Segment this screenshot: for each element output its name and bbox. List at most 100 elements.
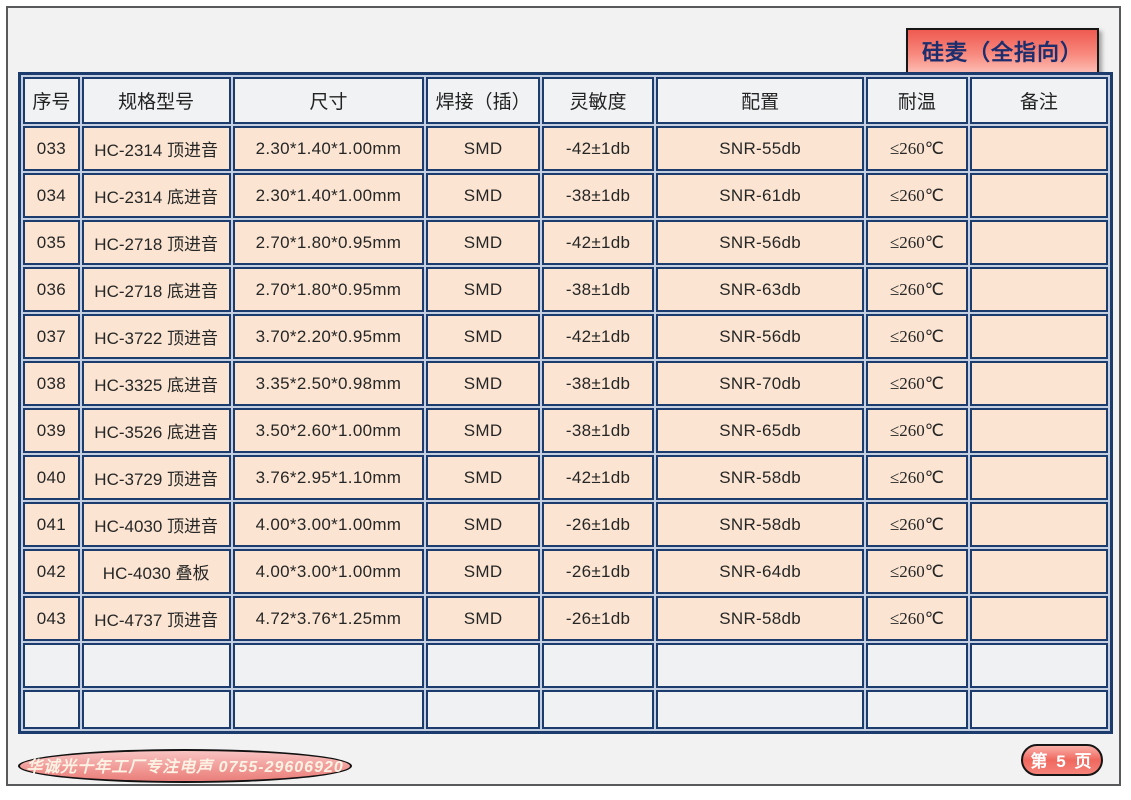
table-row: 034 HC-2314 底进音 2.30*1.40*1.00mm SMD -38±1db… (23, 173, 1108, 218)
page-number-badge: 第 5 页 (1021, 744, 1103, 776)
cell-serial: 042 (23, 549, 80, 594)
empty-table-row (23, 643, 1108, 688)
cell-dims: 2.70*1.80*0.95mm (232, 267, 425, 312)
cell-serial: 033 (23, 126, 80, 171)
cell-temp: ≤260℃ (866, 502, 968, 547)
cell-sens: -42±1db (541, 220, 655, 265)
column-header-model: 规格型号 (81, 77, 231, 124)
cell-config: SNR-58db (656, 502, 865, 547)
empty-cell (969, 690, 1108, 729)
table-body: 033 HC-2314 顶进音 2.30*1.40*1.00mm SMD -42±1db… (23, 126, 1108, 729)
cell-temp: ≤260℃ (866, 173, 968, 218)
cell-config: SNR-56db (656, 314, 865, 359)
empty-cell (541, 643, 655, 688)
empty-cell (232, 643, 425, 688)
table-header-row: 序号 规格型号 尺寸 焊接（插） 灵敏度 配置 耐温 备注 (23, 77, 1108, 124)
cell-config: SNR-63db (656, 267, 865, 312)
cell-sens: -38±1db (541, 173, 655, 218)
cell-dims: 4.00*3.00*1.00mm (232, 549, 425, 594)
empty-cell (23, 690, 80, 729)
cell-notes (969, 408, 1108, 453)
cell-serial: 043 (23, 596, 80, 641)
cell-sens: -26±1db (541, 549, 655, 594)
cell-model: HC-3526 底进音 (81, 408, 231, 453)
cell-weld: SMD (426, 314, 540, 359)
empty-cell (969, 643, 1108, 688)
cell-model: HC-2314 顶进音 (81, 126, 231, 171)
cell-model: HC-2718 底进音 (81, 267, 231, 312)
cell-serial: 041 (23, 502, 80, 547)
category-badge-label: 硅麦（全指向） (921, 40, 1083, 65)
cell-sens: -26±1db (541, 502, 655, 547)
table-row: 041 HC-4030 顶进音 4.00*3.00*1.00mm SMD -26±1db… (23, 502, 1108, 547)
table-row: 033 HC-2314 顶进音 2.30*1.40*1.00mm SMD -42±1db… (23, 126, 1108, 171)
cell-notes (969, 502, 1108, 547)
cell-notes (969, 549, 1108, 594)
table-row: 036 HC-2718 底进音 2.70*1.80*0.95mm SMD -38±1db… (23, 267, 1108, 312)
table-row: 040 HC-3729 顶进音 3.76*2.95*1.10mm SMD -42±1db… (23, 455, 1108, 500)
cell-temp: ≤260℃ (866, 267, 968, 312)
cell-config: SNR-58db (656, 455, 865, 500)
cell-dims: 2.30*1.40*1.00mm (232, 126, 425, 171)
cell-config: SNR-55db (656, 126, 865, 171)
empty-cell (81, 643, 231, 688)
cell-temp: ≤260℃ (866, 549, 968, 594)
cell-config: SNR-58db (656, 596, 865, 641)
category-badge: 硅麦（全指向） (905, 28, 1099, 85)
cell-config: SNR-70db (656, 361, 865, 406)
column-header-temp: 耐温 (866, 77, 968, 124)
cell-sens: -42±1db (541, 126, 655, 171)
cell-notes (969, 596, 1108, 641)
cell-notes (969, 361, 1108, 406)
column-header-weld: 焊接（插） (426, 77, 540, 124)
cell-model: HC-2314 底进音 (81, 173, 231, 218)
table-row: 035 HC-2718 顶进音 2.70*1.80*0.95mm SMD -42±1db… (23, 220, 1108, 265)
cell-temp: ≤260℃ (866, 455, 968, 500)
table-row: 043 HC-4737 顶进音 4.72*3.76*1.25mm SMD -26±1db… (23, 596, 1108, 641)
cell-model: HC-4737 顶进音 (81, 596, 231, 641)
cell-serial: 040 (23, 455, 80, 500)
slogan-banner: 华诚光十年工厂专注电声 0755-29606920 (18, 749, 352, 783)
cell-model: HC-3729 顶进音 (81, 455, 231, 500)
cell-temp: ≤260℃ (866, 408, 968, 453)
cell-serial: 034 (23, 173, 80, 218)
empty-cell (81, 690, 231, 729)
cell-weld: SMD (426, 549, 540, 594)
cell-config: SNR-56db (656, 220, 865, 265)
column-header-config: 配置 (656, 77, 865, 124)
cell-serial: 038 (23, 361, 80, 406)
table-row: 039 HC-3526 底进音 3.50*2.60*1.00mm SMD -38±1db… (23, 408, 1108, 453)
cell-model: HC-4030 叠板 (81, 549, 231, 594)
empty-cell (232, 690, 425, 729)
cell-dims: 2.30*1.40*1.00mm (232, 173, 425, 218)
cell-temp: ≤260℃ (866, 220, 968, 265)
empty-cell (426, 690, 540, 729)
cell-notes (969, 220, 1108, 265)
cell-notes (969, 267, 1108, 312)
empty-cell (656, 690, 865, 729)
cell-dims: 3.50*2.60*1.00mm (232, 408, 425, 453)
cell-notes (969, 455, 1108, 500)
cell-notes (969, 173, 1108, 218)
cell-model: HC-3325 底进音 (81, 361, 231, 406)
cell-serial: 037 (23, 314, 80, 359)
cell-sens: -26±1db (541, 596, 655, 641)
cell-serial: 036 (23, 267, 80, 312)
column-header-serial: 序号 (23, 77, 80, 124)
cell-sens: -38±1db (541, 408, 655, 453)
empty-cell (656, 643, 865, 688)
empty-cell (541, 690, 655, 729)
spec-table: 序号 规格型号 尺寸 焊接（插） 灵敏度 配置 耐温 备注 033 HC-2314 顶进音 2.3… (18, 72, 1113, 734)
cell-sens: -42±1db (541, 455, 655, 500)
cell-dims: 3.70*2.20*0.95mm (232, 314, 425, 359)
cell-dims: 4.00*3.00*1.00mm (232, 502, 425, 547)
cell-weld: SMD (426, 220, 540, 265)
cell-model: HC-4030 顶进音 (81, 502, 231, 547)
column-header-sens: 灵敏度 (541, 77, 655, 124)
cell-serial: 035 (23, 220, 80, 265)
cell-sens: -38±1db (541, 361, 655, 406)
cell-temp: ≤260℃ (866, 126, 968, 171)
cell-dims: 3.76*2.95*1.10mm (232, 455, 425, 500)
cell-temp: ≤260℃ (866, 361, 968, 406)
empty-table-row (23, 690, 1108, 729)
